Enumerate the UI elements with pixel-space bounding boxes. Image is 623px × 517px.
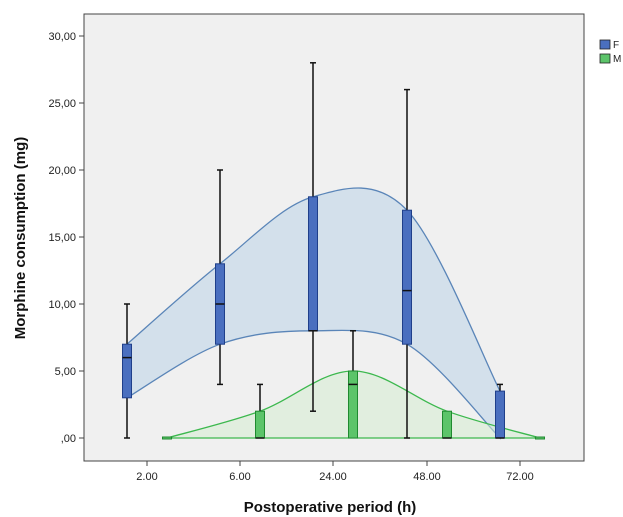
y-axis: ,00 5,00 10,00 15,00 20,00 25,00 30,00 xyxy=(48,14,85,461)
x-tick-label: 6.00 xyxy=(229,471,250,483)
box-iqr xyxy=(495,390,505,439)
box-iqr xyxy=(442,410,452,439)
box-group xyxy=(122,62,545,440)
y-tick-label: 20,00 xyxy=(48,165,76,177)
box-f-72.00 xyxy=(495,383,505,439)
box-iqr xyxy=(348,370,358,439)
x-tick-label: 72.00 xyxy=(506,471,534,483)
box-iqr xyxy=(162,436,172,440)
box-iqr xyxy=(402,209,412,345)
box-m-24.00 xyxy=(348,330,358,439)
x-tick-label: 48.00 xyxy=(413,471,441,483)
box-f-24.00 xyxy=(308,62,318,412)
x-tick-label: 24.00 xyxy=(319,471,347,483)
legend-swatch-m xyxy=(599,53,611,64)
legend: FM xyxy=(599,39,621,65)
box-m-72.00 xyxy=(535,436,545,440)
x-axis: 2.00 6.00 24.00 48.00 72.00 xyxy=(136,461,534,483)
box-iqr xyxy=(308,196,318,332)
y-axis-title: Morphine consumption (mg) xyxy=(12,137,29,339)
box-f-2.00 xyxy=(122,303,132,439)
box-f-6.00 xyxy=(215,169,225,386)
legend-swatch-f xyxy=(599,39,611,50)
legend-label-f: F xyxy=(613,40,619,51)
x-axis-title: Postoperative period (h) xyxy=(244,499,417,516)
y-tick-label: ,00 xyxy=(61,433,76,445)
x-tick-label: 2.00 xyxy=(136,471,157,483)
box-f-48.00 xyxy=(402,88,412,439)
y-tick-label: 5,00 xyxy=(55,366,76,378)
box-m-2.00 xyxy=(162,436,172,440)
box-iqr xyxy=(122,343,132,399)
y-tick-label: 30,00 xyxy=(48,31,76,43)
box-iqr xyxy=(535,436,545,440)
legend-label-m: M xyxy=(613,54,621,65)
box-m-48.00 xyxy=(442,410,452,439)
y-tick-label: 10,00 xyxy=(48,299,76,311)
y-tick-label: 25,00 xyxy=(48,98,76,110)
y-tick-label: 15,00 xyxy=(48,232,76,244)
box-m-6.00 xyxy=(255,383,265,439)
box-iqr xyxy=(255,410,265,439)
